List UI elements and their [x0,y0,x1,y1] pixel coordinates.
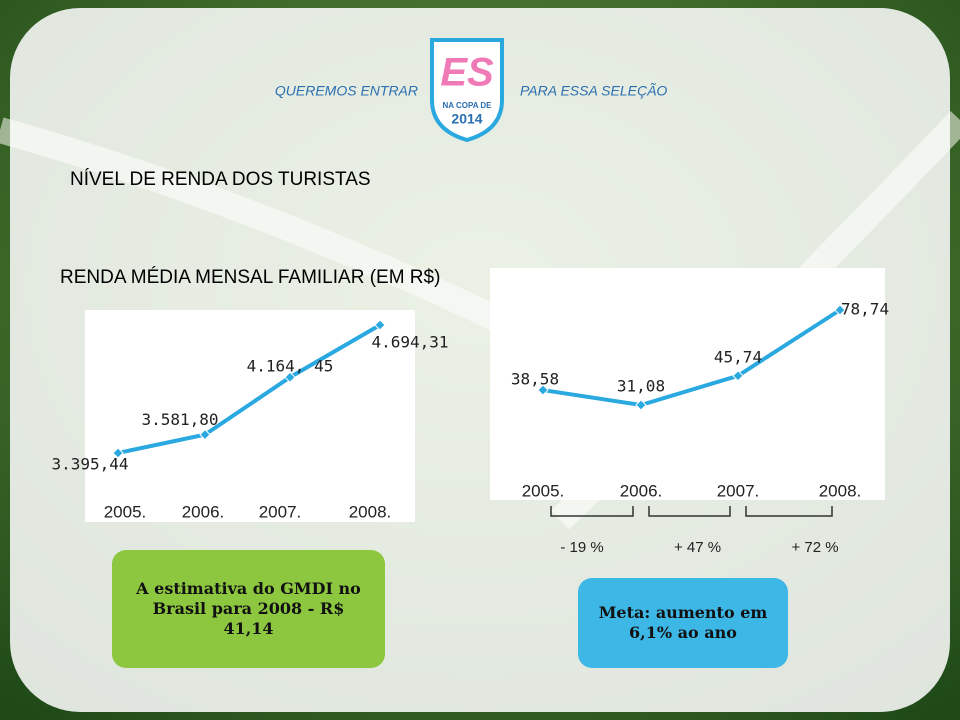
info-box: A estimativa do GMDI no Brasil para 2008… [112,550,385,668]
marker [635,399,647,411]
value-label: 38,58 [511,370,559,389]
x-tick-label: 2007. [717,481,760,500]
change-annotation: - 19 % [560,539,603,556]
logo-shield [430,38,504,143]
x-tick-label: 2006. [182,502,225,521]
logo-line1: NA COPA DE [442,101,492,110]
value-label: 45,74 [714,347,762,366]
marker [374,319,386,331]
x-tick-label: 2005. [104,502,147,521]
header-right: PARA ESSA SELEÇÃO [520,83,667,99]
x-tick-label: 2008. [349,502,392,521]
x-tick-label: 2006. [620,481,663,500]
x-tick-label: 2007. [259,502,302,521]
bracket [550,506,634,517]
bracket [745,506,833,517]
value-label: 4.694,31 [371,333,448,352]
x-tick-label: 2005. [522,481,565,500]
marker [834,304,846,316]
value-label: 3.581,80 [141,410,218,429]
change-annotation: + 72 % [791,539,838,556]
header-left: QUEREMOS ENTRAR [275,83,418,99]
value-label: 78,74 [841,300,889,319]
value-label: 31,08 [617,377,665,396]
line [542,308,842,408]
logo-letters: ES [440,51,494,95]
marker [284,371,296,383]
panel [10,8,950,712]
title: NÍVEL DE RENDA DOS TURISTAS [70,169,371,190]
marker [199,428,211,441]
value-label: 4.164, 45 [247,357,334,376]
goal-box: Meta: aumento em 6,1% ao ano [578,578,788,668]
plot-area-1 [85,310,415,522]
plot-area-2 [490,268,885,500]
line [117,323,382,455]
x-tick-label: 2008. [819,481,862,500]
subtitle: RENDA MÉDIA MENSAL FAMILIAR (EM R$) [60,267,440,288]
bracket [648,506,731,517]
marker [732,370,744,382]
change-annotation: + 47 % [674,539,721,556]
value-label: 3.395,44 [51,455,128,474]
marker [112,447,124,459]
marker [537,384,549,396]
logo-line2: 2014 [451,111,482,127]
